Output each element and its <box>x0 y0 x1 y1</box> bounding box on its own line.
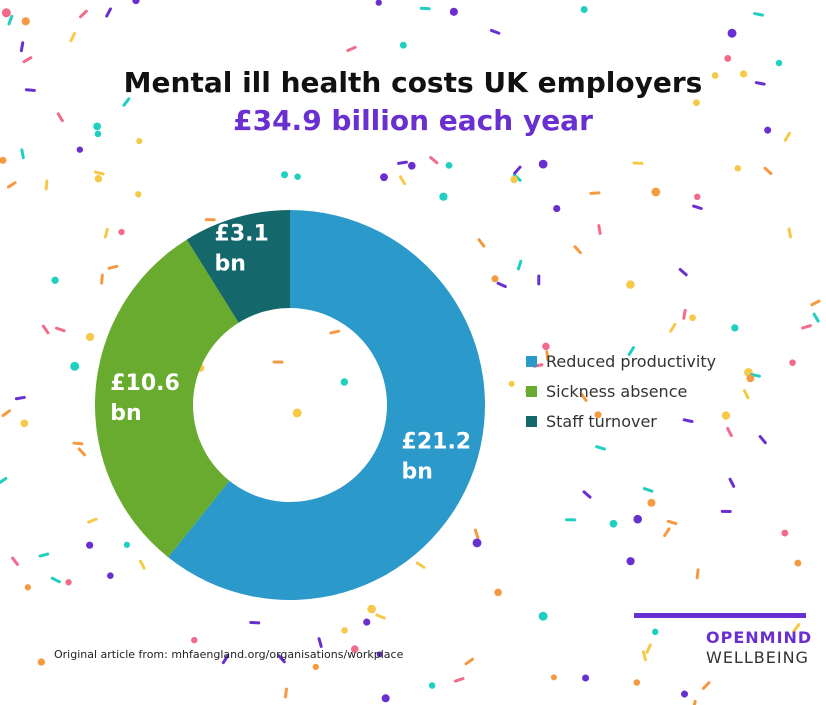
legend-label: Sickness absence <box>546 381 688 401</box>
donut-slice-staff-turnover <box>186 210 290 323</box>
chart-title: Mental ill health costs UK employers <box>123 66 703 99</box>
source-note: Original article from: mhfaengland.org/o… <box>54 648 404 661</box>
donut-slice-reduced-productivity <box>168 210 486 600</box>
data-label-reduced-productivity: £21.2 bn <box>402 430 472 485</box>
data-label-sickness-absence: £10.6 bn <box>110 371 180 426</box>
data-label-staff-turnover: £3.1 bn <box>215 221 269 276</box>
donut-chart: £21.2 bn £10.6 bn £3.1 bn <box>95 210 486 600</box>
chart-subtitle: £34.9 billion each year <box>233 104 593 137</box>
chart-legend: Reduced productivity Sickness absence St… <box>526 346 716 436</box>
donut-slice-sickness-absence <box>95 239 239 558</box>
legend-swatch <box>526 415 537 427</box>
legend-label: Reduced productivity <box>546 351 717 371</box>
logo-wellbeing: WELLBEING <box>706 648 809 667</box>
legend-item-staff-turnover: Staff turnover <box>526 406 716 436</box>
legend-label: Staff turnover <box>546 411 657 431</box>
legend-swatch <box>526 355 537 367</box>
legend-swatch <box>526 385 537 397</box>
legend-item-reduced-productivity: Reduced productivity <box>526 346 716 376</box>
legend-item-sickness-absence: Sickness absence <box>526 376 716 406</box>
logo-bar <box>634 613 806 618</box>
logo-openmind: OPENMIND <box>706 628 813 647</box>
